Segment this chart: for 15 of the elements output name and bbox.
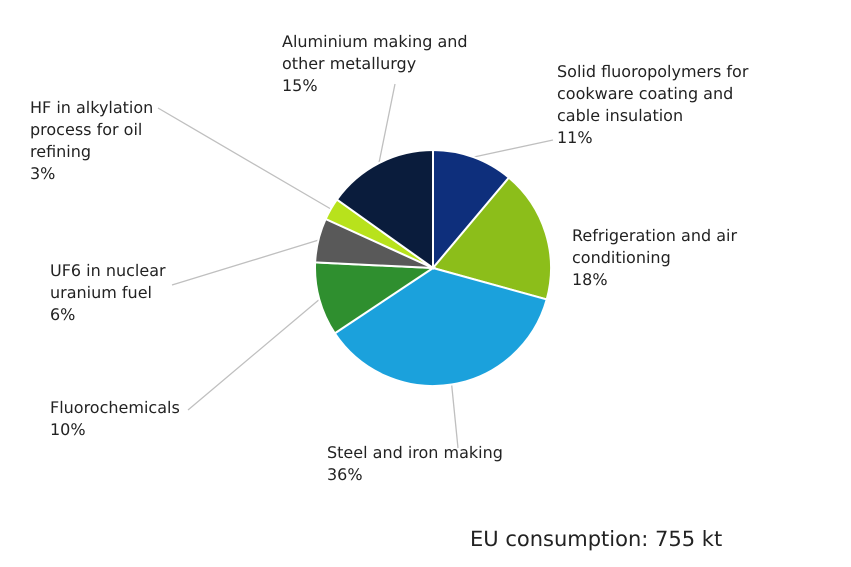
data-label: 18% — [572, 270, 608, 289]
slice-label: Refrigeration and air conditioning — [572, 226, 738, 267]
data-label: 36% — [327, 465, 363, 484]
slice-label: Fluorochemicals — [50, 398, 180, 417]
text: EU consumption: 755 kt — [470, 527, 722, 551]
data-label: 10% — [50, 420, 86, 439]
slice-label: Solid fluoropolymers for cookware coating and cable insulation — [557, 62, 749, 125]
slice-label: HF in alkylation process for oil refining — [30, 98, 154, 161]
data-label: 15% — [282, 76, 318, 95]
data-label: 6% — [50, 305, 76, 324]
slice-label: Aluminium making and other metallurgy — [282, 32, 468, 73]
data-label: 11% — [557, 128, 593, 147]
slice-label: Steel and iron making — [327, 443, 503, 462]
slice-label: UF6 in nuclear uranium fuel — [50, 261, 166, 302]
data-label: 3% — [30, 164, 56, 183]
